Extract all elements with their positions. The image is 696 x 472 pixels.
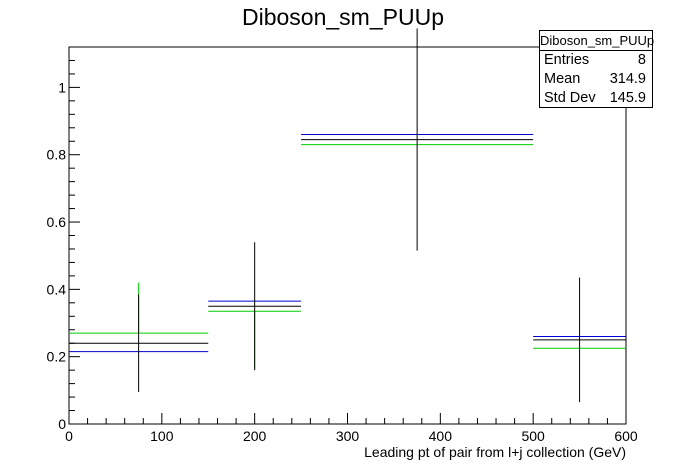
y-tick-label: 1 xyxy=(58,79,66,95)
x-tick-label: 600 xyxy=(614,428,638,444)
x-tick-label: 300 xyxy=(336,428,360,444)
axis-ticks: 0 100 200 300 400 500 600 0 0.2 0.4 0.6 0.8 1 xyxy=(47,46,638,444)
series-0 xyxy=(69,28,626,403)
x-tick-label: 100 xyxy=(150,428,174,444)
y-tick-label: 0.2 xyxy=(47,349,67,365)
series-1 xyxy=(69,134,626,353)
stats-title: Diboson_sm_PUUp xyxy=(540,31,654,51)
x-tick-label: 400 xyxy=(429,428,453,444)
stats-row-stddev: Std Dev 145.9 xyxy=(540,89,652,108)
series-2 xyxy=(69,144,626,369)
stats-stddev-value: 145.9 xyxy=(609,90,646,106)
x-tick-label: 0 xyxy=(65,428,73,444)
x-tick-label: 200 xyxy=(243,428,267,444)
stats-row-mean: Mean 314.9 xyxy=(540,70,652,89)
stats-box: Diboson_sm_PUUp Entries 8 Mean 314.9 Std… xyxy=(539,30,654,108)
chart-title: Diboson_sm_PUUp xyxy=(242,4,444,30)
y-tick-label: 0.8 xyxy=(47,147,67,163)
y-tick-label: 0 xyxy=(58,416,66,432)
stats-entries-value: 8 xyxy=(637,52,646,68)
stats-mean-value: 314.9 xyxy=(609,71,646,87)
y-tick-label: 0.4 xyxy=(47,281,67,297)
stats-entries-label: Entries xyxy=(544,52,590,68)
x-tick-label: 500 xyxy=(521,428,545,444)
x-axis-label: Leading pt of pair from l+j collection (… xyxy=(364,444,626,460)
y-tick-label: 0.6 xyxy=(47,214,67,230)
stats-row-entries: Entries 8 xyxy=(540,51,652,70)
stats-mean-label: Mean xyxy=(544,71,581,87)
series-layer xyxy=(69,28,626,403)
stats-stddev-label: Std Dev xyxy=(544,90,596,106)
